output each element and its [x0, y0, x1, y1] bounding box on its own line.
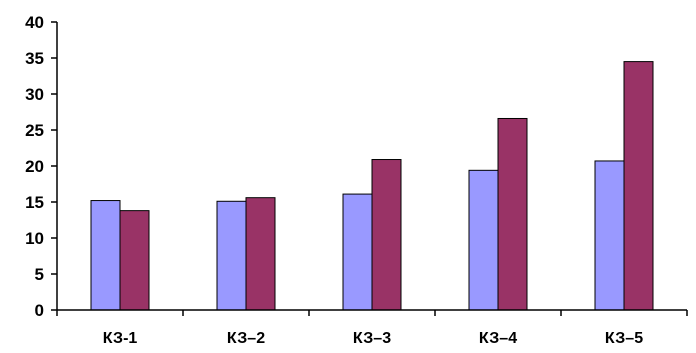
- bar-series-1-2: [216, 200, 247, 311]
- y-tick-label: 5: [35, 265, 44, 284]
- bar-series-2-3: [371, 159, 402, 311]
- y-tick-label: 30: [25, 85, 44, 104]
- y-tick-label: 10: [25, 229, 44, 248]
- x-category-label: КЗ–4: [479, 330, 517, 347]
- x-category-label: КЗ-1: [103, 330, 138, 347]
- y-tick-label: 40: [25, 13, 44, 32]
- bar-series-2-2: [245, 197, 276, 311]
- x-category-label: КЗ–3: [353, 330, 391, 347]
- bar-series-1-1: [90, 200, 121, 311]
- x-category-label: КЗ–2: [227, 330, 265, 347]
- x-axis: КЗ-1 КЗ–2 КЗ–3 КЗ–4 КЗ–5: [56, 309, 688, 347]
- bar-series-2-1: [119, 210, 150, 311]
- bars: [90, 61, 654, 311]
- y-tick-label: 15: [25, 193, 44, 212]
- bar-series-1-5: [594, 160, 625, 311]
- y-axis: 0 5 10 15 20 25 30 35 40: [25, 13, 58, 320]
- y-tick-label: 0: [35, 301, 44, 320]
- y-tick-label: 35: [25, 49, 44, 68]
- bar-series-1-4: [468, 169, 499, 311]
- bar-series-2-5: [623, 61, 654, 311]
- y-tick-label: 25: [25, 121, 44, 140]
- bar-series-2-4: [497, 117, 528, 311]
- x-category-label: КЗ–5: [605, 330, 643, 347]
- y-tick-label: 20: [25, 157, 44, 176]
- bar-series-1-3: [342, 193, 373, 311]
